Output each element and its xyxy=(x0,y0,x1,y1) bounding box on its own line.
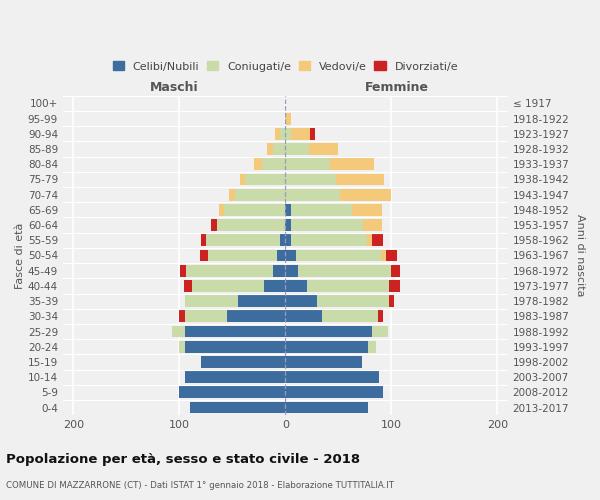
Bar xyxy=(185,371,286,383)
Text: Maschi: Maschi xyxy=(150,80,199,94)
Bar xyxy=(184,280,192,292)
Bar xyxy=(286,326,372,338)
Bar xyxy=(264,280,286,292)
Bar xyxy=(238,295,286,307)
Bar xyxy=(181,265,186,276)
Bar xyxy=(286,310,322,322)
Bar xyxy=(290,219,362,231)
Bar xyxy=(336,174,384,186)
Bar xyxy=(307,280,389,292)
Bar xyxy=(286,280,307,292)
Bar xyxy=(224,204,286,216)
Bar xyxy=(211,219,217,231)
Bar xyxy=(262,158,286,170)
Bar xyxy=(352,204,382,216)
Bar xyxy=(298,265,391,276)
Bar xyxy=(317,295,389,307)
Bar xyxy=(391,265,400,276)
Bar xyxy=(218,204,224,216)
Bar xyxy=(389,295,394,307)
Bar xyxy=(290,128,310,140)
Bar xyxy=(286,112,290,124)
Bar xyxy=(268,143,272,155)
Bar xyxy=(235,188,286,200)
Bar xyxy=(280,234,286,246)
Bar xyxy=(254,158,262,170)
Bar xyxy=(286,174,336,186)
Bar xyxy=(277,250,286,262)
Bar xyxy=(185,310,227,322)
Bar xyxy=(310,128,315,140)
Y-axis label: Fasce di età: Fasce di età xyxy=(15,222,25,288)
Bar xyxy=(386,250,397,262)
Text: Popolazione per età, sesso e stato civile - 2018: Popolazione per età, sesso e stato civil… xyxy=(6,452,360,466)
Bar xyxy=(286,265,298,276)
Bar xyxy=(192,280,264,292)
Bar xyxy=(286,341,368,352)
Bar xyxy=(206,234,280,246)
Legend: Celibi/Nubili, Coniugati/e, Vedovi/e, Divorziati/e: Celibi/Nubili, Coniugati/e, Vedovi/e, Di… xyxy=(108,56,463,76)
Bar xyxy=(200,356,286,368)
Bar xyxy=(286,386,383,398)
Bar xyxy=(372,234,383,246)
Bar xyxy=(286,204,290,216)
Bar xyxy=(286,356,362,368)
Bar xyxy=(389,280,400,292)
Bar xyxy=(240,174,245,186)
Bar xyxy=(286,402,368,413)
Bar xyxy=(286,250,296,262)
Bar xyxy=(200,234,206,246)
Bar xyxy=(368,341,376,352)
Bar xyxy=(227,310,286,322)
Bar xyxy=(172,326,185,338)
Bar xyxy=(208,250,277,262)
Bar xyxy=(308,143,338,155)
Bar xyxy=(286,371,379,383)
Bar xyxy=(290,234,367,246)
Bar xyxy=(229,188,235,200)
Bar xyxy=(330,158,374,170)
Bar xyxy=(272,143,286,155)
Text: COMUNE DI MAZZARRONE (CT) - Dati ISTAT 1° gennaio 2018 - Elaborazione TUTTITALIA: COMUNE DI MAZZARRONE (CT) - Dati ISTAT 1… xyxy=(6,481,394,490)
Bar xyxy=(290,204,352,216)
Bar xyxy=(372,326,388,338)
Bar xyxy=(179,386,286,398)
Bar xyxy=(286,128,290,140)
Bar xyxy=(362,219,382,231)
Bar xyxy=(179,341,185,352)
Bar xyxy=(286,295,317,307)
Bar xyxy=(217,219,286,231)
Bar xyxy=(377,310,383,322)
Bar xyxy=(272,265,286,276)
Bar xyxy=(185,341,286,352)
Bar xyxy=(185,326,286,338)
Bar xyxy=(275,128,280,140)
Bar xyxy=(340,188,391,200)
Bar xyxy=(286,234,290,246)
Bar xyxy=(245,174,286,186)
Bar xyxy=(381,250,386,262)
Text: Femmine: Femmine xyxy=(365,80,428,94)
Bar xyxy=(286,158,330,170)
Bar xyxy=(367,234,372,246)
Bar xyxy=(286,143,308,155)
Bar xyxy=(185,295,238,307)
Bar xyxy=(186,265,272,276)
Bar xyxy=(322,310,377,322)
Bar xyxy=(280,128,286,140)
Bar xyxy=(190,402,286,413)
Y-axis label: Anni di nascita: Anni di nascita xyxy=(575,214,585,296)
Bar xyxy=(286,188,340,200)
Bar xyxy=(286,219,290,231)
Bar xyxy=(296,250,381,262)
Bar xyxy=(200,250,208,262)
Bar xyxy=(179,310,185,322)
